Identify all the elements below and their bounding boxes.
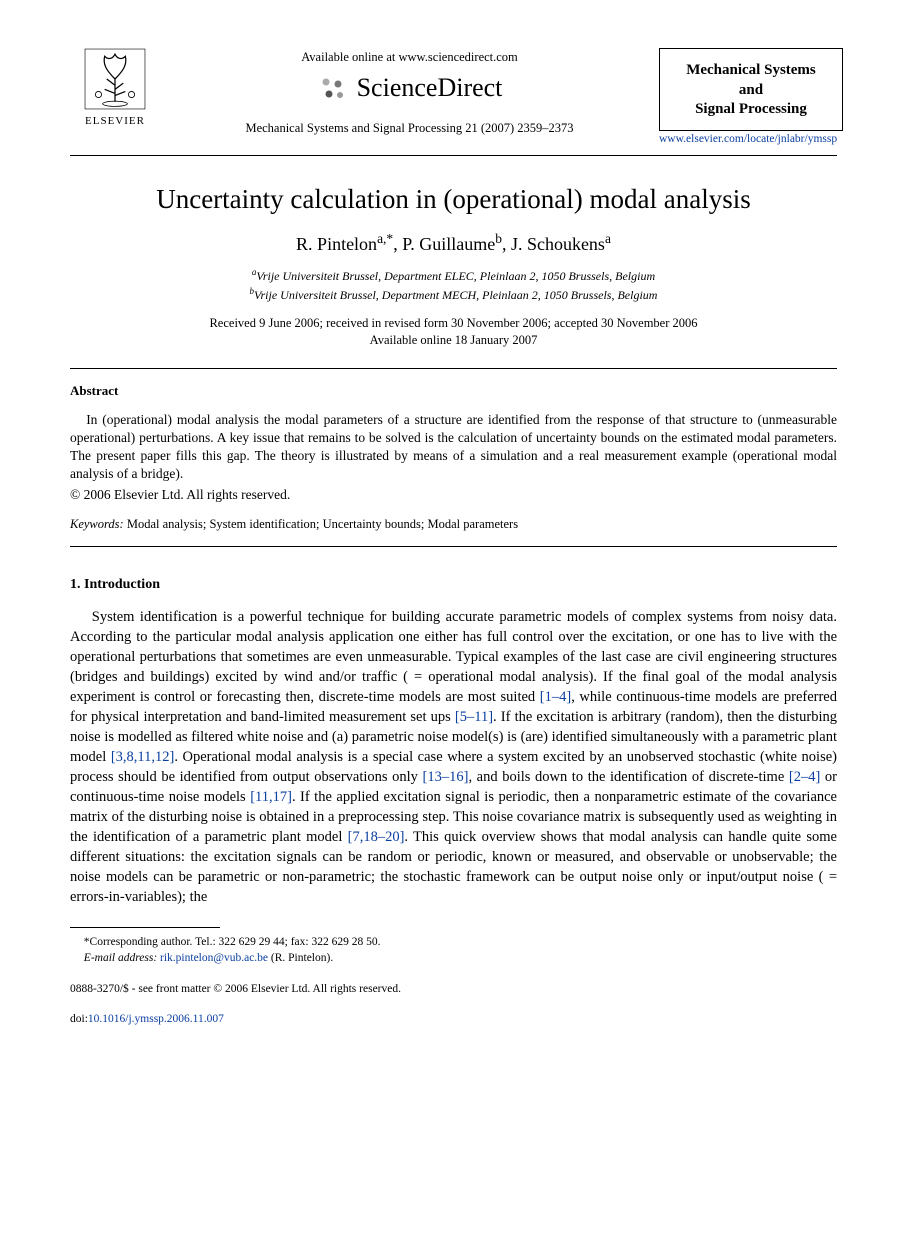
sciencedirect-text: ScienceDirect <box>357 73 503 103</box>
affiliation-b: bVrije Universiteit Brussel, Department … <box>70 286 837 303</box>
author-list: R. Pintelona,*, P. Guillaumeb, J. Schouk… <box>70 231 837 255</box>
front-matter-line: 0888-3270/$ - see front matter © 2006 El… <box>70 981 837 997</box>
article-dates: Received 9 June 2006; received in revise… <box>70 315 837 350</box>
author-name: P. Guillaume <box>402 234 495 254</box>
keywords-line: Keywords: Modal analysis; System identif… <box>70 517 837 532</box>
doi-link[interactable]: 10.1016/j.ymssp.2006.11.007 <box>88 1013 224 1025</box>
sciencedirect-swirl-icon <box>317 73 347 103</box>
corresponding-author-footnote: *Corresponding author. Tel.: 322 629 29 … <box>70 934 837 950</box>
citation-link[interactable]: [13–16] <box>423 769 469 785</box>
section-heading-introduction: 1. Introduction <box>70 577 837 593</box>
elsevier-tree-icon <box>84 48 146 110</box>
journal-box-line: and <box>666 81 836 101</box>
email-link[interactable]: rik.pintelon@vub.ac.be <box>160 952 268 964</box>
citation-link[interactable]: [7,18–20] <box>348 829 405 845</box>
footnote-separator <box>70 927 220 928</box>
header-row: ELSEVIER Available online at www.science… <box>70 48 837 145</box>
abstract-body: In (operational) modal analysis the moda… <box>70 411 837 484</box>
elsevier-label: ELSEVIER <box>70 115 160 127</box>
email-who: (R. Pintelon). <box>268 952 333 964</box>
affiliation-a: aVrije Universiteit Brussel, Department … <box>70 267 837 284</box>
header-center: Available online at www.sciencedirect.co… <box>160 48 659 136</box>
citation-link[interactable]: [2–4] <box>789 769 820 785</box>
email-label: E-mail address: <box>84 952 157 964</box>
journal-reference: Mechanical Systems and Signal Processing… <box>160 121 659 136</box>
citation-link[interactable]: [3,8,11,12] <box>111 749 175 765</box>
author-affil-sup: a <box>605 231 611 246</box>
citation-link[interactable]: [5–11] <box>455 709 493 725</box>
body-span: , and boils down to the identification o… <box>468 769 788 785</box>
author-name: J. Schoukens <box>511 234 605 254</box>
affil-text: Vrije Universiteit Brussel, Department M… <box>254 288 657 302</box>
keywords-values: Modal analysis; System identification; U… <box>124 517 518 531</box>
doi-label: doi: <box>70 1013 88 1025</box>
doi-line: doi:10.1016/j.ymssp.2006.11.007 <box>70 1011 837 1027</box>
dates-online: Available online 18 January 2007 <box>70 332 837 350</box>
journal-box-line: Signal Processing <box>666 100 836 120</box>
dates-received: Received 9 June 2006; received in revise… <box>70 315 837 333</box>
introduction-paragraph: System identification is a powerful tech… <box>70 607 837 907</box>
elsevier-logo-block: ELSEVIER <box>70 48 160 127</box>
citation-link[interactable]: [1–4] <box>540 689 571 705</box>
abstract-bottom-rule <box>70 546 837 547</box>
affil-text: Vrije Universiteit Brussel, Department E… <box>256 269 655 283</box>
journal-title-box: Mechanical Systems and Signal Processing <box>659 48 843 131</box>
abstract-copyright: © 2006 Elsevier Ltd. All rights reserved… <box>70 487 837 503</box>
sciencedirect-logo: ScienceDirect <box>317 73 503 103</box>
available-online-text: Available online at www.sciencedirect.co… <box>160 50 659 65</box>
email-footnote: E-mail address: rik.pintelon@vub.ac.be (… <box>70 950 837 966</box>
journal-homepage-link[interactable]: www.elsevier.com/locate/jnlabr/ymssp <box>659 133 837 145</box>
article-title: Uncertainty calculation in (operational)… <box>70 184 837 215</box>
author-affil-sup: a,* <box>377 231 393 246</box>
author-name: R. Pintelon <box>296 234 377 254</box>
abstract-heading: Abstract <box>70 383 837 399</box>
abstract-top-rule <box>70 368 837 369</box>
journal-box-line: Mechanical Systems <box>666 61 836 81</box>
author-affil-sup: b <box>495 231 502 246</box>
article-page: ELSEVIER Available online at www.science… <box>0 0 907 1067</box>
header-rule <box>70 155 837 156</box>
citation-link[interactable]: [11,17] <box>250 789 292 805</box>
keywords-label: Keywords: <box>70 517 124 531</box>
header-right: Mechanical Systems and Signal Processing… <box>659 48 837 145</box>
